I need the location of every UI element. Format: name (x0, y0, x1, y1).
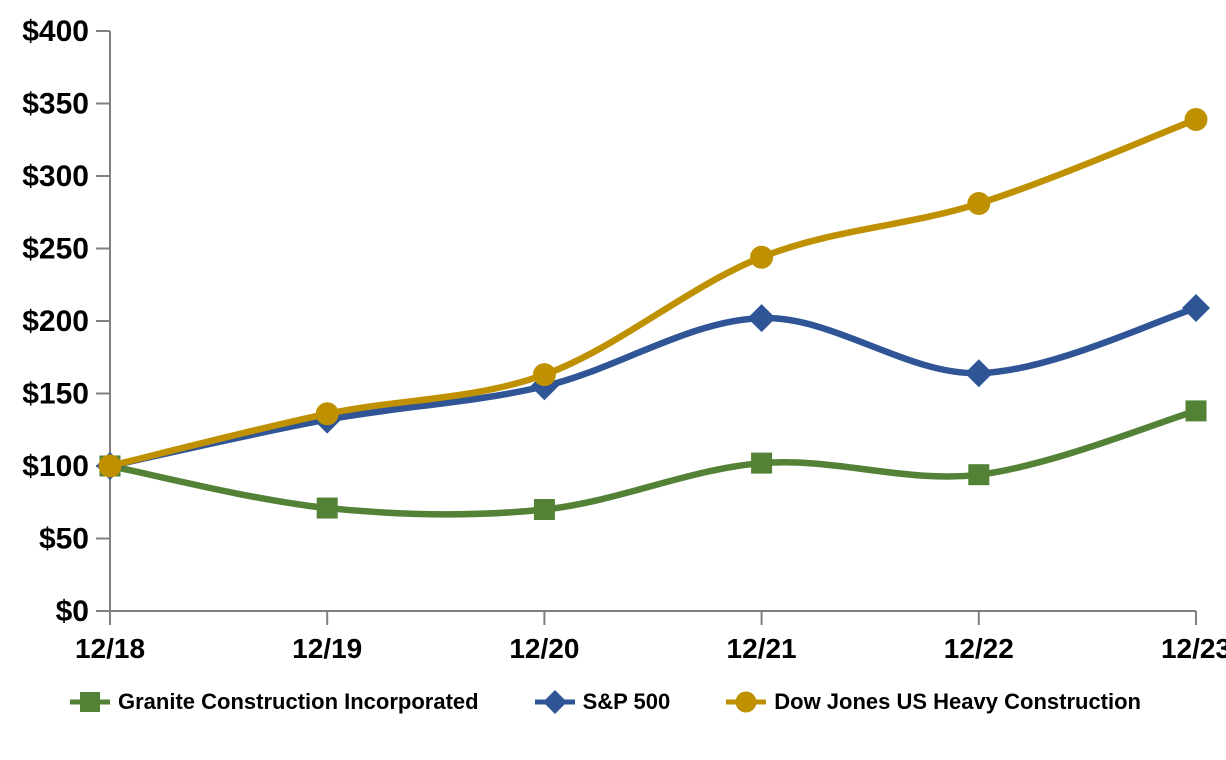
y-axis-label: $250 (22, 233, 89, 266)
x-axis-label: 12/21 (727, 633, 797, 664)
y-axis-label: $0 (56, 595, 89, 628)
legend-item-granite-construction: Granite Construction Incorporated (70, 689, 479, 715)
y-axis-label: $350 (22, 88, 89, 121)
legend-marker-circle-icon (726, 691, 767, 713)
chart-legend: Granite Construction Incorporated S&P 50… (70, 689, 1141, 715)
x-axis-label: 12/23 (1161, 633, 1226, 664)
legend-marker-square-icon (70, 692, 110, 712)
legend-label-dow-jones-heavy-construction: Dow Jones US Heavy Construction (774, 689, 1141, 714)
y-axis-label: $100 (22, 450, 89, 483)
y-axis-label: $150 (22, 378, 89, 411)
legend-item-sp500: S&P 500 (534, 689, 671, 715)
legend-label-granite-construction: Granite Construction Incorporated (118, 689, 479, 714)
x-axis-label: 12/19 (292, 633, 362, 664)
y-axis-label: $400 (22, 15, 89, 48)
y-axis-label: $300 (22, 160, 89, 193)
x-axis-label: 12/18 (75, 633, 145, 664)
legend-item-dow-jones-heavy-construction: Dow Jones US Heavy Construction (726, 689, 1141, 715)
series-1 (96, 293, 1210, 480)
y-axis-label: $200 (22, 305, 89, 338)
legend-marker-diamond-icon (534, 690, 575, 714)
chart-canvas: $0 $50 $100 $150 $200 $250 $300 $350 $400 12/18 12… (22, 15, 1226, 664)
series-0 (99, 400, 1207, 520)
axis-lines (109, 31, 1196, 612)
x-axis-label: 12/20 (509, 633, 579, 664)
legend-label-sp500: S&P 500 (582, 689, 671, 714)
y-axis-label: $50 (39, 523, 89, 556)
x-axis-label: 12/22 (944, 633, 1014, 664)
series-2 (98, 107, 1208, 478)
